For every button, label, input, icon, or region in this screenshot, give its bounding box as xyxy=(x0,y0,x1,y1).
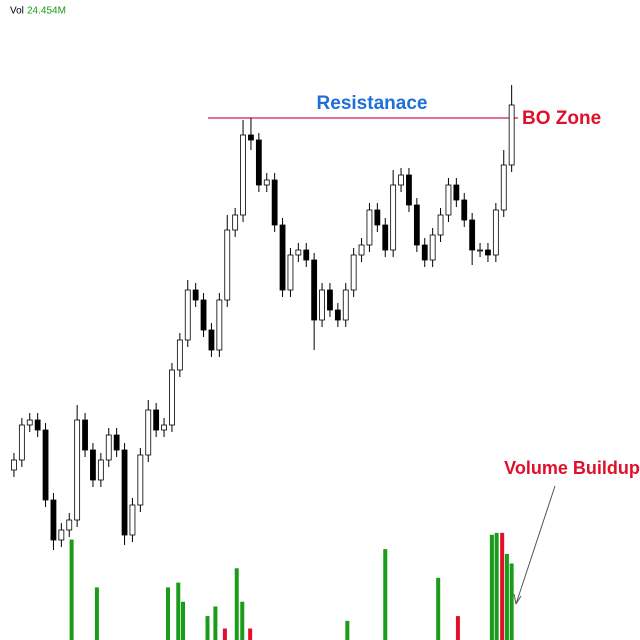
candle-body xyxy=(295,249,302,256)
volume-bar xyxy=(345,620,350,640)
volume-bar xyxy=(455,616,460,640)
candle-body xyxy=(469,219,476,251)
candle-body xyxy=(58,529,65,541)
candle-body xyxy=(161,424,167,431)
breakout-label: BO Zone xyxy=(522,108,601,129)
annotation-arrow xyxy=(515,485,556,605)
candle-body xyxy=(248,134,254,141)
candle-body xyxy=(492,209,499,256)
candle-body xyxy=(342,289,349,321)
candle-body xyxy=(137,454,144,506)
candle-body xyxy=(327,289,333,311)
candle-body xyxy=(406,174,412,206)
candle-body xyxy=(485,249,491,256)
candle-body xyxy=(129,504,136,536)
candle-body xyxy=(334,309,341,321)
candle-body xyxy=(477,249,483,252)
volume-value: 24.454M xyxy=(27,6,66,17)
volume-bar xyxy=(181,601,186,640)
volume-bar xyxy=(240,601,245,640)
candle-body xyxy=(421,244,428,261)
candle-body xyxy=(192,289,199,301)
candle-body xyxy=(216,299,223,351)
candle-body xyxy=(121,449,128,536)
candle-body xyxy=(74,419,81,521)
candle-body xyxy=(437,214,444,236)
candle-body xyxy=(176,339,183,371)
arrow-head xyxy=(513,593,522,605)
volume-bar xyxy=(509,563,514,640)
candle-body xyxy=(311,259,318,321)
candle-body xyxy=(255,139,262,186)
candle-body xyxy=(224,229,231,301)
volume-bar xyxy=(436,577,441,640)
candle-body xyxy=(303,249,310,261)
candle-body xyxy=(508,104,515,166)
candle-body xyxy=(11,459,17,471)
candle-body xyxy=(26,419,33,426)
resistance-label: Resistanace xyxy=(317,93,428,114)
volume-bar xyxy=(205,616,210,640)
candle-body xyxy=(90,449,96,481)
candle-body xyxy=(279,224,286,291)
volume-label: Vol xyxy=(10,6,24,17)
candle-body xyxy=(145,409,152,456)
candle-body xyxy=(232,214,239,231)
candle-body xyxy=(97,459,104,481)
candle-body xyxy=(358,244,365,256)
volume-bar xyxy=(489,534,494,640)
candle-body xyxy=(208,329,215,351)
candle-body xyxy=(153,409,160,431)
candle-body xyxy=(374,209,381,226)
candle-body xyxy=(169,369,175,426)
candle-body xyxy=(453,184,460,201)
candle-body xyxy=(200,299,207,331)
candle-body xyxy=(350,254,357,291)
candle-body xyxy=(500,164,507,211)
candle-body xyxy=(287,254,294,291)
volume-annotation: Volume Buildup xyxy=(504,458,640,478)
candle-body xyxy=(445,184,452,216)
volume-bar xyxy=(494,532,499,640)
volume-bar xyxy=(383,549,388,640)
candle-body xyxy=(271,179,278,226)
candle-body xyxy=(240,134,246,216)
volume-bar xyxy=(213,606,218,640)
volume-bar xyxy=(176,582,181,640)
volume-bar xyxy=(166,587,170,640)
candle-body xyxy=(461,199,468,221)
volume-bar xyxy=(94,587,99,640)
candle-body xyxy=(18,424,25,461)
candle-body xyxy=(390,184,397,251)
candle-body xyxy=(113,434,120,451)
candle-body xyxy=(398,174,404,186)
volume-bar xyxy=(500,532,505,640)
candle-body xyxy=(82,419,88,451)
candle-body xyxy=(50,499,57,541)
candle-body xyxy=(413,204,420,246)
candle-body xyxy=(34,419,41,431)
candle-body xyxy=(184,289,191,341)
candle-body xyxy=(263,179,270,186)
candle-body xyxy=(366,209,373,246)
candle-body xyxy=(319,289,325,321)
volume-bar xyxy=(222,628,227,640)
volume-bar xyxy=(234,568,239,640)
volume-bar xyxy=(248,628,253,640)
volume-bar xyxy=(504,553,509,640)
candle-body xyxy=(429,234,436,261)
candle-body xyxy=(105,434,112,461)
volume-bar xyxy=(69,539,74,640)
candle-body xyxy=(382,224,389,251)
candle-body xyxy=(42,429,49,501)
candle-body xyxy=(66,519,73,531)
